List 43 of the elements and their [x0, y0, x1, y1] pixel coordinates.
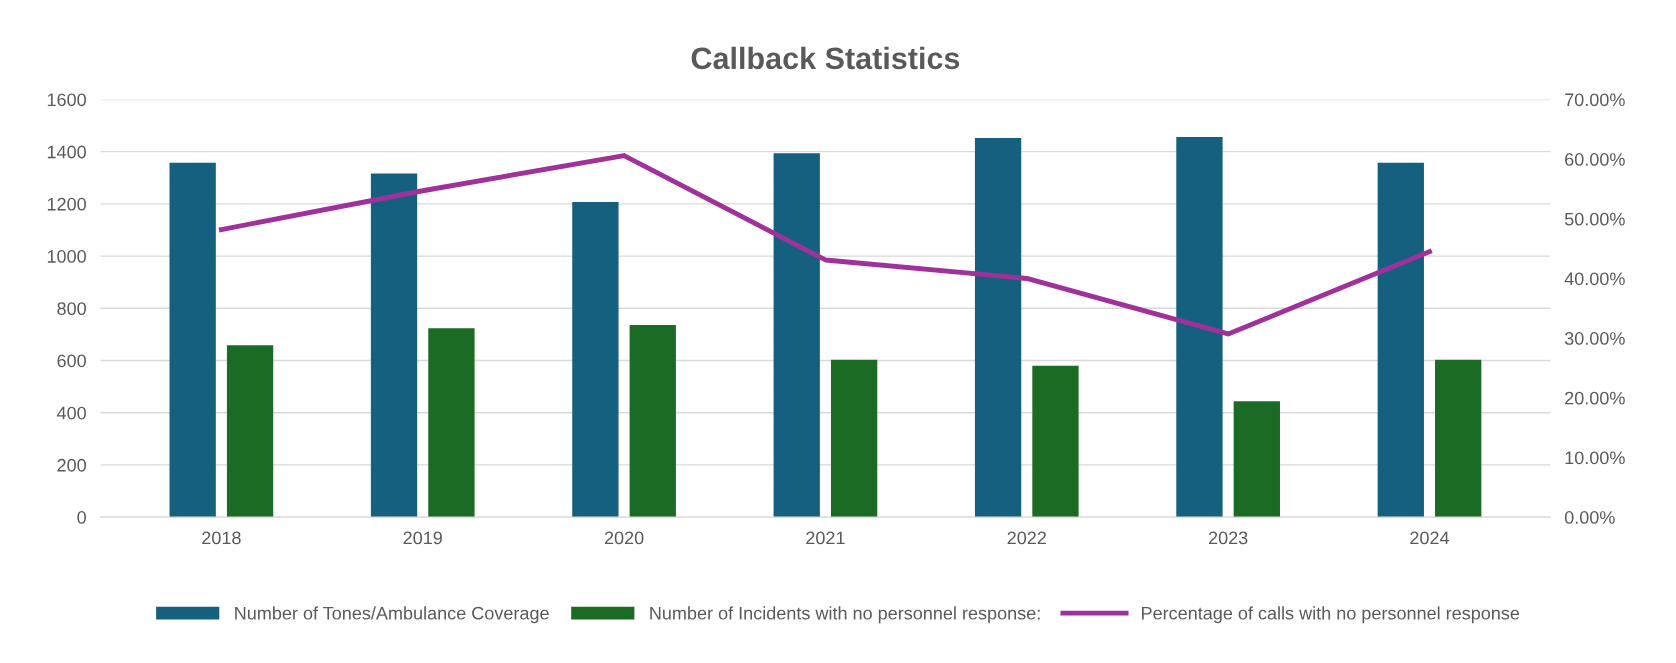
- y-tick-label: 1200: [47, 197, 86, 211]
- x-tick-label: 2020: [604, 531, 644, 545]
- y2-tick-label: 30.00%: [1564, 332, 1625, 345]
- legend-label: Number of Tones/Ambulance Coverage: [235, 606, 549, 624]
- y2-tick-label: 40.00%: [1564, 272, 1625, 286]
- y-tick-label: 600: [57, 354, 86, 368]
- y-tick-label: 800: [57, 302, 86, 316]
- bar: [1435, 359, 1482, 518]
- bar: [629, 325, 676, 518]
- legend-label: Percentage of calls with no personnel response: [1142, 606, 1520, 624]
- y2-tick-label: 0.00%: [1564, 511, 1615, 524]
- bar: [1176, 137, 1223, 518]
- y-tick-label: 1000: [47, 250, 86, 263]
- x-tick-label: 2023: [1208, 531, 1248, 545]
- bar: [974, 138, 1022, 518]
- bar: [1032, 365, 1079, 518]
- bar: [1233, 401, 1280, 518]
- x-tick-label: 2018: [202, 531, 241, 545]
- bar: [169, 162, 216, 518]
- chart-title: Callback Statistics: [691, 46, 960, 70]
- x-tick-label: 2024: [1410, 531, 1450, 545]
- y-tick-label: 1600: [47, 93, 86, 107]
- y-tick-label: 0: [77, 511, 86, 524]
- y2-tick-label: 20.00%: [1565, 391, 1625, 405]
- y-tick-label: 200: [57, 458, 86, 472]
- y-tick-label: 400: [56, 406, 86, 420]
- legend-label: Number of Incidents with no personnel response:: [650, 606, 1040, 624]
- bar: [370, 173, 418, 518]
- line-series: [218, 153, 1432, 337]
- bar: [830, 359, 878, 518]
- y2-tick-label: 60.00%: [1565, 153, 1625, 166]
- bar: [773, 153, 820, 518]
- y2-tick-label: 50.00%: [1564, 212, 1625, 226]
- x-tick-label: 2019: [403, 531, 442, 545]
- x-tick-label: 2022: [1007, 531, 1046, 545]
- bar: [428, 328, 475, 518]
- bar: [226, 345, 274, 518]
- x-tick-label: 2021: [806, 531, 845, 545]
- bar: [572, 202, 619, 518]
- bar: [1377, 162, 1424, 518]
- y2-tick-label: 70.00%: [1565, 93, 1625, 107]
- y-tick-label: 1400: [47, 145, 86, 159]
- y2-tick-label: 10.00%: [1565, 451, 1625, 465]
